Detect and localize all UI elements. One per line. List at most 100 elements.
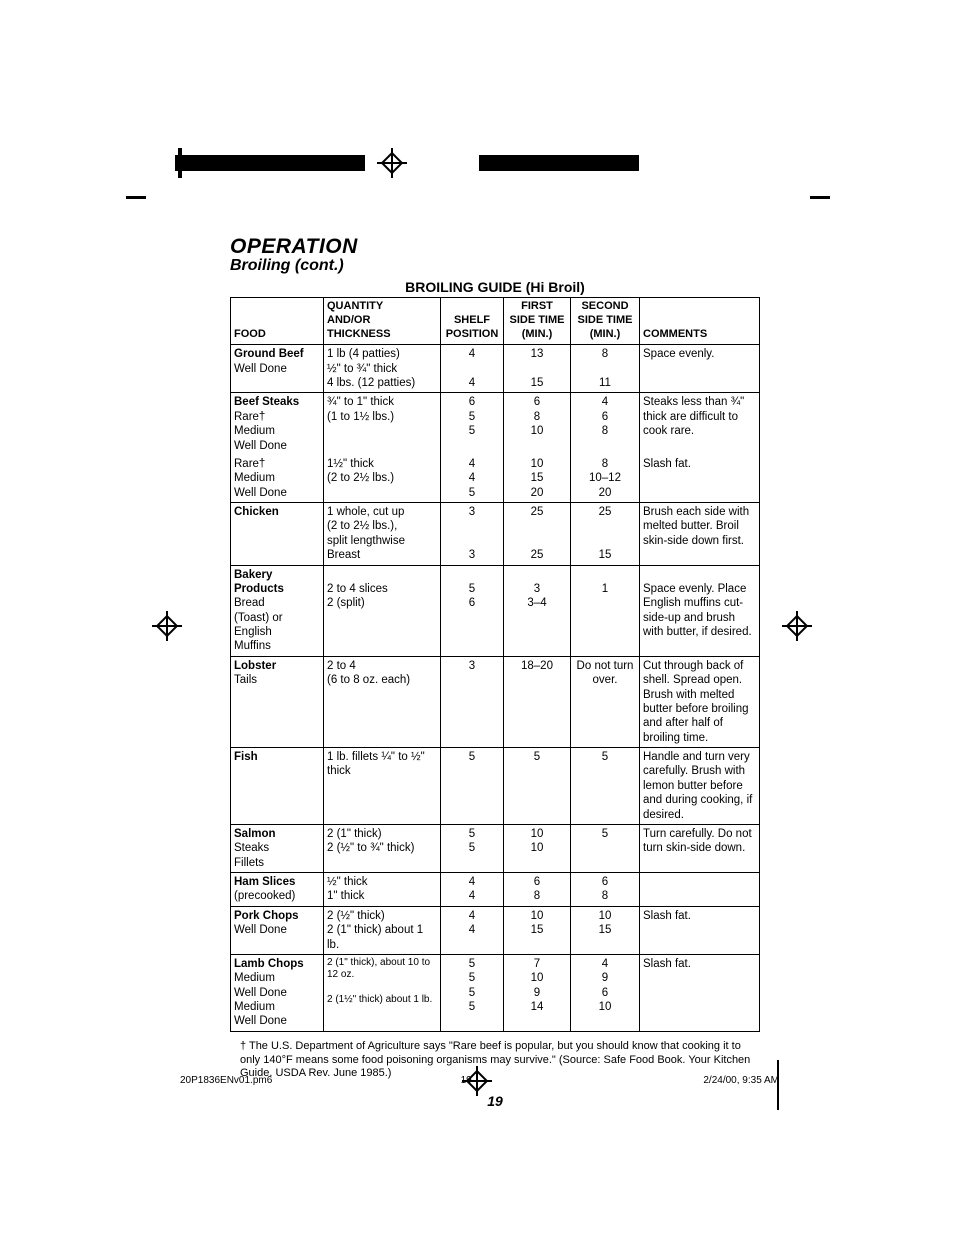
cell-food: Pork ChopsWell Done bbox=[231, 906, 324, 954]
cell-second-side: Do not turn over. bbox=[571, 656, 640, 747]
footer-filename: 20P1836ENv01.pm6 bbox=[180, 1075, 272, 1086]
cell-quantity: 2 (½" thick)2 (1" thick) about 1 lb. bbox=[324, 906, 441, 954]
cell-comments: Space evenly. bbox=[640, 345, 760, 393]
cell-quantity: 1 lb. fillets ¼" to ½" thick bbox=[324, 748, 441, 825]
cell-quantity: 1 lb (4 patties)½" to ¾" thick4 lbs. (12… bbox=[324, 345, 441, 393]
cell-first-side: 68 bbox=[504, 873, 571, 907]
cell-first-side: 5 bbox=[504, 748, 571, 825]
cell-quantity: ¾" to 1" thick(1 to 1½ lbs.) bbox=[324, 393, 441, 455]
table-row: SalmonSteaksFillets2 (1" thick)2 (½" to … bbox=[231, 824, 760, 872]
cell-first-side: 6810 bbox=[504, 393, 571, 455]
cell-quantity: 2 to 4(6 to 8 oz. each) bbox=[324, 656, 441, 747]
col-second-side: SECONDSIDE TIME(MIN.) bbox=[571, 298, 640, 345]
table-row: Ground BeefWell Done1 lb (4 patties)½" t… bbox=[231, 345, 760, 393]
top-registration-bar bbox=[175, 150, 779, 176]
crop-bar-top-left bbox=[178, 148, 182, 178]
cell-shelf: 44 bbox=[441, 345, 504, 393]
cell-food: Ground BeefWell Done bbox=[231, 345, 324, 393]
reg-bar-left bbox=[175, 155, 365, 171]
broiling-guide-table: FOOD QUANTITYAND/ORTHICKNESS SHELFPOSITI… bbox=[230, 297, 760, 1032]
cell-comments: Cut through back of shell. Spread open. … bbox=[640, 656, 760, 747]
cell-quantity: 2 (1" thick)2 (½" to ¾" thick) bbox=[324, 824, 441, 872]
crop-tick-top-right bbox=[810, 196, 830, 199]
footer-timestamp: 2/24/00, 9:35 AM bbox=[703, 1075, 779, 1086]
crop-tick-top-left bbox=[126, 196, 146, 199]
crop-bar-bottom-right bbox=[777, 1060, 779, 1110]
table-row: Bakery ProductsBread(Toast) orEnglishMuf… bbox=[231, 565, 760, 656]
table-title: BROILING GUIDE (Hi Broil) bbox=[230, 279, 760, 295]
table-header: FOOD QUANTITYAND/ORTHICKNESS SHELFPOSITI… bbox=[231, 298, 760, 345]
cell-second-side: 810–1220 bbox=[571, 455, 640, 503]
cell-quantity: 1 whole, cut up(2 to 2½ lbs.),split leng… bbox=[324, 503, 441, 566]
cell-second-side: 5 bbox=[571, 748, 640, 825]
cell-first-side: 1010 bbox=[504, 824, 571, 872]
cell-first-side: 18–20 bbox=[504, 656, 571, 747]
cell-food: Ham Slices(precooked) bbox=[231, 873, 324, 907]
cell-first-side: 2525 bbox=[504, 503, 571, 566]
page-number: 19 bbox=[230, 1093, 760, 1109]
cell-shelf: 55 bbox=[441, 824, 504, 872]
section-subtitle: Broiling (cont.) bbox=[230, 257, 760, 275]
cell-comments: Slash fat. bbox=[640, 455, 760, 503]
cell-shelf: 655 bbox=[441, 393, 504, 455]
cell-quantity: 2 (1" thick), about 10 to 12 oz.2 (1½" t… bbox=[324, 954, 441, 1031]
cell-comments: Space evenly. Place English muffins cut-… bbox=[640, 565, 760, 656]
registration-mark-top bbox=[381, 152, 403, 174]
table-row: Pork ChopsWell Done2 (½" thick)2 (1" thi… bbox=[231, 906, 760, 954]
registration-mark-bottom bbox=[450, 1070, 504, 1092]
cell-first-side: 33–4 bbox=[504, 565, 571, 656]
section-title: OPERATION bbox=[230, 235, 760, 259]
cell-food: Beef SteaksRare†MediumWell Done bbox=[231, 393, 324, 455]
cell-comments: Slash fat. bbox=[640, 906, 760, 954]
cell-second-side: 1015 bbox=[571, 906, 640, 954]
cell-shelf: 445 bbox=[441, 455, 504, 503]
cell-second-side: 811 bbox=[571, 345, 640, 393]
cell-shelf: 33 bbox=[441, 503, 504, 566]
content-area: OPERATION Broiling (cont.) BROILING GUID… bbox=[230, 235, 760, 1109]
table-row: Beef SteaksRare†MediumWell Done¾" to 1" … bbox=[231, 393, 760, 455]
cell-comments: Slash fat. bbox=[640, 954, 760, 1031]
registration-mark-right bbox=[770, 615, 824, 637]
cell-comments: Steaks less than ¾" thick are difficult … bbox=[640, 393, 760, 455]
reg-bar-right bbox=[479, 155, 639, 171]
table-row: Chicken1 whole, cut up(2 to 2½ lbs.),spl… bbox=[231, 503, 760, 566]
col-food: FOOD bbox=[231, 298, 324, 345]
cell-quantity: 2 to 4 slices2 (split) bbox=[324, 565, 441, 656]
cell-food: Chicken bbox=[231, 503, 324, 566]
cell-comments: Handle and turn very carefully. Brush wi… bbox=[640, 748, 760, 825]
registration-mark-left bbox=[140, 615, 194, 637]
cell-quantity: 1½" thick(2 to 2½ lbs.) bbox=[324, 455, 441, 503]
table-row: Fish1 lb. fillets ¼" to ½" thick555Handl… bbox=[231, 748, 760, 825]
col-comments: COMMENTS bbox=[640, 298, 760, 345]
cell-first-side: 710914 bbox=[504, 954, 571, 1031]
cell-food: Lamb ChopsMediumWell DoneMediumWell Done bbox=[231, 954, 324, 1031]
cell-food: Bakery ProductsBread(Toast) orEnglishMuf… bbox=[231, 565, 324, 656]
col-quantity: QUANTITYAND/ORTHICKNESS bbox=[324, 298, 441, 345]
col-first-side: FIRSTSIDE TIME(MIN.) bbox=[504, 298, 571, 345]
cell-second-side: 2515 bbox=[571, 503, 640, 566]
cell-second-side: 68 bbox=[571, 873, 640, 907]
cell-shelf: 44 bbox=[441, 873, 504, 907]
cell-food: Fish bbox=[231, 748, 324, 825]
cell-shelf: 3 bbox=[441, 656, 504, 747]
cell-second-side: 1 bbox=[571, 565, 640, 656]
cell-shelf: 5555 bbox=[441, 954, 504, 1031]
cell-first-side: 1015 bbox=[504, 906, 571, 954]
cell-second-side: 5 bbox=[571, 824, 640, 872]
cell-comments: Brush each side with melted butter. Broi… bbox=[640, 503, 760, 566]
cell-comments bbox=[640, 873, 760, 907]
cell-second-side: 468 bbox=[571, 393, 640, 455]
table-body: Ground BeefWell Done1 lb (4 patties)½" t… bbox=[231, 345, 760, 1032]
table-row: LobsterTails2 to 4(6 to 8 oz. each)318–2… bbox=[231, 656, 760, 747]
col-shelf: SHELFPOSITION bbox=[441, 298, 504, 345]
cell-quantity: ½" thick1" thick bbox=[324, 873, 441, 907]
page: OPERATION Broiling (cont.) BROILING GUID… bbox=[0, 0, 954, 1239]
cell-shelf: 44 bbox=[441, 906, 504, 954]
cell-food: SalmonSteaksFillets bbox=[231, 824, 324, 872]
cell-first-side: 1315 bbox=[504, 345, 571, 393]
table-row: Rare†MediumWell Done1½" thick(2 to 2½ lb… bbox=[231, 455, 760, 503]
cell-food: LobsterTails bbox=[231, 656, 324, 747]
cell-second-side: 49610 bbox=[571, 954, 640, 1031]
table-row: Lamb ChopsMediumWell DoneMediumWell Done… bbox=[231, 954, 760, 1031]
cell-shelf: 56 bbox=[441, 565, 504, 656]
